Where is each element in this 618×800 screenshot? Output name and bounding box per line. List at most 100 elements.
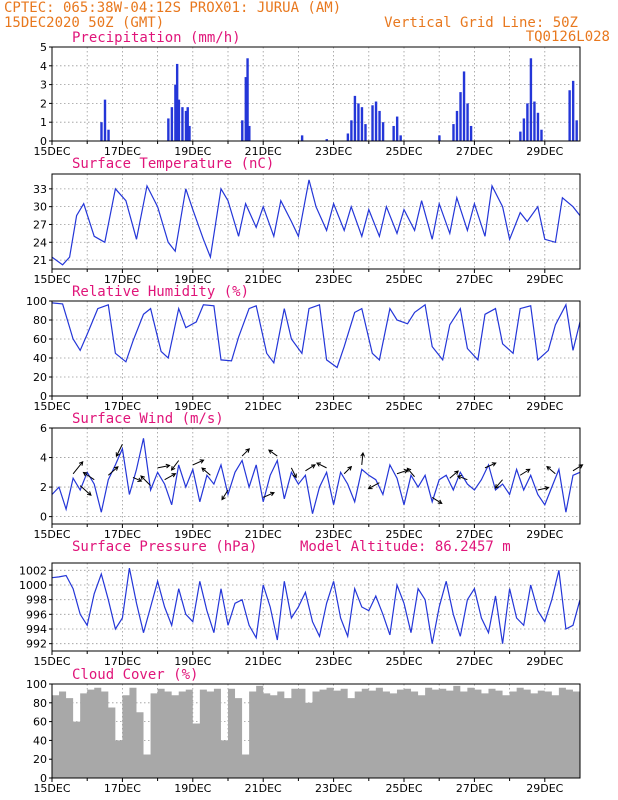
cloud-cover-panel: Cloud Cover (%) 0 20 40 60 80 100 15DEC 17DEC 19D… [26, 667, 581, 795]
precipitation-bar [357, 103, 360, 141]
pressure-title: Surface Pressure (hPa) [72, 539, 257, 555]
precipitation-bar [575, 120, 578, 141]
wind-xtick-label: 21DEC [245, 528, 282, 541]
wind-vector-arrow [484, 462, 497, 469]
precipitation-bar [353, 95, 357, 141]
cloud-cover-ytick-label: 80 [33, 697, 47, 710]
cloud-cover-xtick-label: 15DEC [33, 782, 70, 795]
cloud-cover-ytick-label: 60 [33, 716, 47, 729]
temperature-ytick-label: 27 [33, 218, 47, 231]
pressure-xtick-label: 25DEC [385, 655, 422, 668]
cloud-cover-xtick-label: 19DEC [174, 782, 211, 795]
cloud-cover-xtick-label: 29DEC [526, 782, 563, 795]
precipitation-xtick-label: 17DEC [104, 145, 141, 158]
wind-frame [51, 427, 581, 525]
precipitation-bar [452, 124, 455, 141]
precipitation-ytick-label: 1 [40, 116, 47, 129]
wind-vector-arrow [343, 465, 353, 475]
wind-xtick-label: 15DEC [33, 528, 70, 541]
precipitation-bar [568, 90, 571, 141]
pressure-frame [51, 562, 581, 652]
precipitation-bar [536, 112, 540, 141]
precipitation-xtick-label: 15DEC [33, 145, 70, 158]
wind-vector-arrow [164, 473, 177, 481]
wind-vector-arrow [140, 475, 151, 486]
precipitation-frame [51, 46, 581, 142]
pressure-xtick-label: 15DEC [33, 655, 70, 668]
pressure-ytick-label: 998 [26, 594, 47, 607]
pressure-xtick-label: 17DEC [104, 655, 141, 668]
precipitation-bar [167, 118, 170, 141]
wind-xtick-label: 17DEC [104, 528, 141, 541]
precipitation-bar [100, 122, 103, 141]
wind-vector-arrow [115, 444, 123, 458]
precipitation-bar [184, 110, 188, 141]
precipitation-bar [459, 92, 462, 141]
humidity-xtick-label: 17DEC [104, 400, 141, 413]
cloud-cover-ytick-label: 0 [40, 772, 47, 785]
wind-title: Surface Wind (m/s) [72, 411, 224, 427]
precipitation-bar [188, 125, 191, 141]
precipitation-bar [103, 99, 107, 141]
wind-series-line [51, 438, 581, 514]
humidity-ytick-label: 80 [33, 314, 47, 327]
temperature-panel: Surface Temperature (nC) 21 24 27 30 33 15DEC 1… [33, 156, 581, 286]
wind-vector-arrow [201, 467, 211, 476]
wind-ytick-label: 6 [40, 422, 47, 435]
wind-vector-arrow [132, 477, 143, 482]
wind-panel: Surface Wind (m/s) 0 2 4 6 15DEC 17DEC 19DEC 21D… [33, 411, 584, 541]
humidity-panel: Relative Humidity (%) 0 20 40 60 80 100 15DEC 17… [26, 284, 581, 413]
pressure-ytick-label: 994 [26, 623, 47, 636]
pressure-ytick-label: 996 [26, 608, 47, 621]
wind-xtick-label: 29DEC [526, 528, 563, 541]
cloud-cover-xtick-label: 23DEC [315, 782, 352, 795]
precipitation-xtick-label: 27DEC [456, 145, 493, 158]
temperature-xtick-label: 15DEC [33, 273, 70, 286]
precipitation-ytick-label: 5 [40, 41, 47, 54]
pressure-panel: Surface Pressure (hPa) Model Altitude: 86… [19, 539, 581, 668]
pressure-ytick-label: 1002 [19, 564, 47, 577]
pressure-xtick-label: 29DEC [526, 655, 563, 668]
pressure-xtick-label: 19DEC [174, 655, 211, 668]
precipitation-bar [438, 135, 441, 141]
precipitation-bar [381, 122, 385, 141]
precipitation-panel: Precipitation (mm/h) 0 1 2 3 4 5 15DEC 17DEC 19DE… [33, 30, 581, 158]
cloud-cover-xtick-label: 21DEC [245, 782, 282, 795]
humidity-frame [51, 300, 581, 397]
precipitation-bar [571, 80, 575, 141]
wind-xtick-label: 19DEC [174, 528, 211, 541]
precipitation-bar [175, 63, 179, 141]
precipitation-bar [246, 58, 249, 141]
precipitation-bar [170, 107, 174, 141]
header-right-line2: TQ0126L028 [526, 29, 610, 45]
precipitation-bar [395, 116, 399, 141]
precipitation-xtick-label: 21DEC [245, 145, 282, 158]
wind-vector-arrow [157, 463, 171, 469]
precipitation-bar [181, 107, 184, 141]
precipitation-bar [392, 125, 395, 141]
precipitation-bar [177, 99, 181, 141]
wind-vector-arrow [360, 451, 365, 465]
wind-vector-arrow [519, 468, 531, 476]
precipitation-bar [462, 71, 466, 141]
temperature-xtick-label: 21DEC [245, 273, 282, 286]
temperature-series-line [51, 179, 581, 266]
temperature-xtick-label: 27DEC [456, 273, 493, 286]
cloud-cover-ytick-label: 40 [33, 734, 47, 747]
temperature-xtick-label: 19DEC [174, 273, 211, 286]
precipitation-bar [325, 139, 328, 141]
precipitation-ytick-label: 0 [40, 135, 47, 148]
wind-vector-arrow [72, 460, 84, 475]
wind-vector-arrow [82, 471, 95, 481]
humidity-series-line [51, 302, 581, 369]
temperature-ytick-label: 21 [33, 254, 47, 267]
humidity-xtick-label: 15DEC [33, 400, 70, 413]
wind-vector-arrow [290, 467, 297, 479]
humidity-xtick-label: 21DEC [245, 400, 282, 413]
precipitation-bar [360, 107, 364, 141]
header-right-line1: Vertical Grid Line: 50Z [384, 15, 578, 31]
precipitation-bar [186, 107, 189, 141]
humidity-ytick-label: 40 [33, 352, 47, 365]
pressure-xtick-label: 27DEC [456, 655, 493, 668]
wind-xtick-label: 27DEC [456, 528, 493, 541]
